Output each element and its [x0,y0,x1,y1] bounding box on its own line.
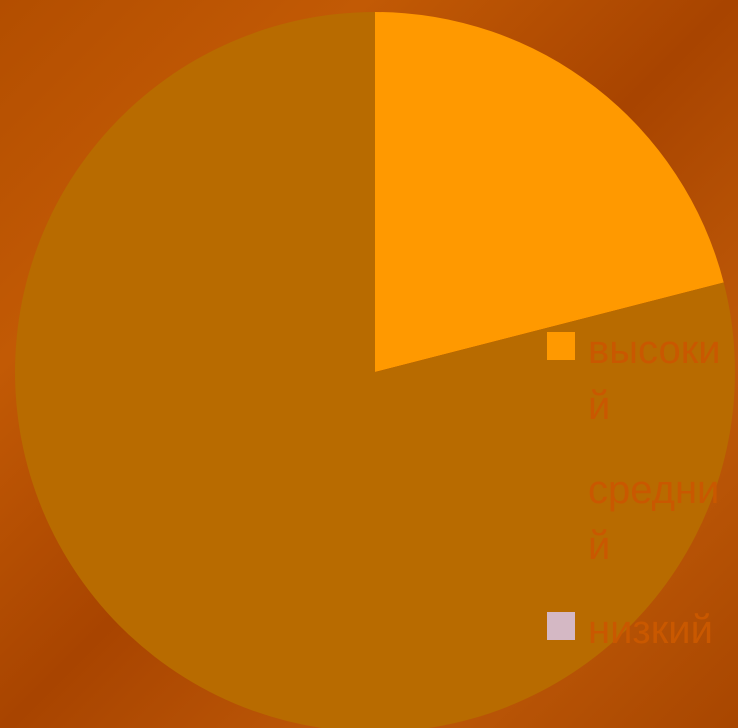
legend-swatch [547,472,575,500]
legend-item: средний [547,462,738,572]
page: высокийсреднийнизкий (() => { const data… [0,0,738,728]
legend-item: высокий [547,322,738,432]
legend-label: высокий [588,322,738,432]
legend-label: средний [588,462,738,572]
legend-label: низкий [588,602,738,658]
legend-item: низкий [547,602,738,712]
legend-swatch [547,612,575,640]
legend-swatch [547,332,575,360]
